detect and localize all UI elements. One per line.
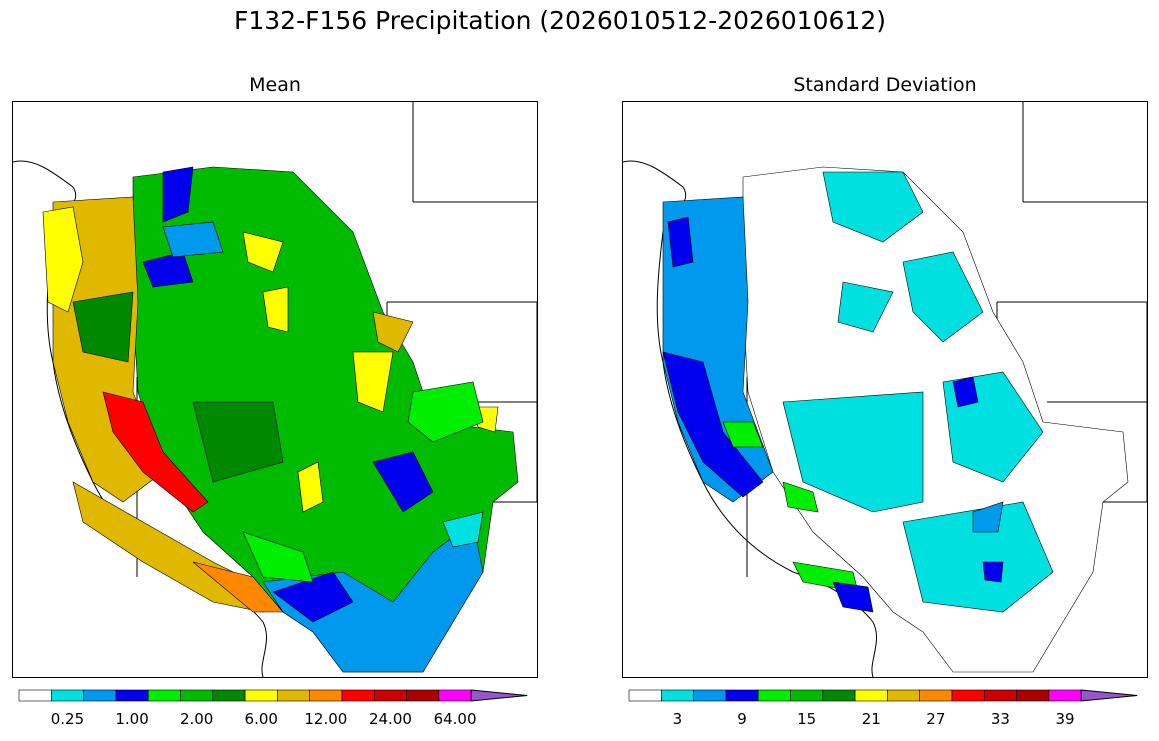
mean-colorbar-cell <box>341 689 375 702</box>
mean-colorbar-cell <box>406 689 440 702</box>
stddev-colorbar-tick-label: 39 <box>1055 710 1075 728</box>
mean-colorbar-tick-label: 0.25 <box>50 710 85 728</box>
stddev-colorbar-cell <box>757 689 791 702</box>
mean-colorbar-cell <box>18 689 52 702</box>
mean-colorbar-cell <box>147 689 181 702</box>
mean-colorbar-extend-arrow <box>470 689 528 702</box>
stddev-colorbar <box>628 689 1138 702</box>
stddev-colorbar-cell <box>1048 689 1082 702</box>
stddev-colorbar-cell <box>1016 689 1050 702</box>
mean-colorbar-tick-label: 1.00 <box>115 710 149 728</box>
stddev-colorbar-tick-label: 27 <box>926 710 946 728</box>
mean-colorbar-cell <box>373 689 407 702</box>
figure-title: F132-F156 Precipitation (2026010512-2026… <box>233 6 886 35</box>
stddev-colorbar-tick-label: 33 <box>990 710 1010 728</box>
mean-colorbar-cell <box>115 689 149 702</box>
mean-colorbar-cell <box>83 689 117 702</box>
stddev-colorbar-tick-label: 9 <box>737 710 747 728</box>
stddev-colorbar-extend-arrow <box>1080 689 1138 702</box>
stddev-colorbar-cell <box>854 689 888 702</box>
mean-colorbar-tick-label: 64.00 <box>433 710 477 728</box>
mean-colorbar-cell <box>212 689 246 702</box>
panel-title-mean: Mean <box>249 74 301 96</box>
mean-colorbar-cell <box>50 689 84 702</box>
mean-colorbar-cell <box>309 689 343 702</box>
stddev-colorbar-cell <box>725 689 759 702</box>
panel-title-stddev: Standard Deviation <box>793 74 977 96</box>
stddev-colorbar-cell <box>790 689 824 702</box>
stddev-map <box>622 101 1148 678</box>
stddev-colorbar-cell <box>951 689 985 702</box>
stddev-colorbar-cell <box>693 689 727 702</box>
mean-colorbar-tick-label: 12.00 <box>304 710 348 728</box>
mean-colorbar-tick-label: 2.00 <box>179 710 214 728</box>
stddev-colorbar-cell <box>887 689 920 702</box>
mean-colorbar-cell <box>180 689 214 702</box>
mean-map-svg <box>13 102 537 677</box>
mean-map <box>12 101 538 678</box>
stddev-colorbar-tick-label: 15 <box>797 710 817 728</box>
stddev-colorbar-tick-label: 3 <box>672 710 683 728</box>
stddev-colorbar-cell <box>822 689 856 702</box>
stddev-colorbar-cell <box>919 689 953 702</box>
mean-colorbar-cell <box>277 689 310 702</box>
stddev-colorbar-tick-label: 21 <box>861 710 881 728</box>
stddev-colorbar-cell <box>660 689 694 702</box>
stddev-basins <box>662 166 1129 673</box>
stddev-map-svg <box>623 102 1147 677</box>
mean-colorbar-tick-label: 6.00 <box>244 710 278 728</box>
mean-colorbar-cell <box>438 689 472 702</box>
mean-colorbar-cell <box>244 689 278 702</box>
stddev-colorbar-cell <box>983 689 1017 702</box>
mean-colorbar <box>18 689 528 702</box>
mean-basins <box>42 166 519 673</box>
stddev-colorbar-cell <box>628 689 662 702</box>
mean-colorbar-tick-label: 24.00 <box>368 710 412 728</box>
